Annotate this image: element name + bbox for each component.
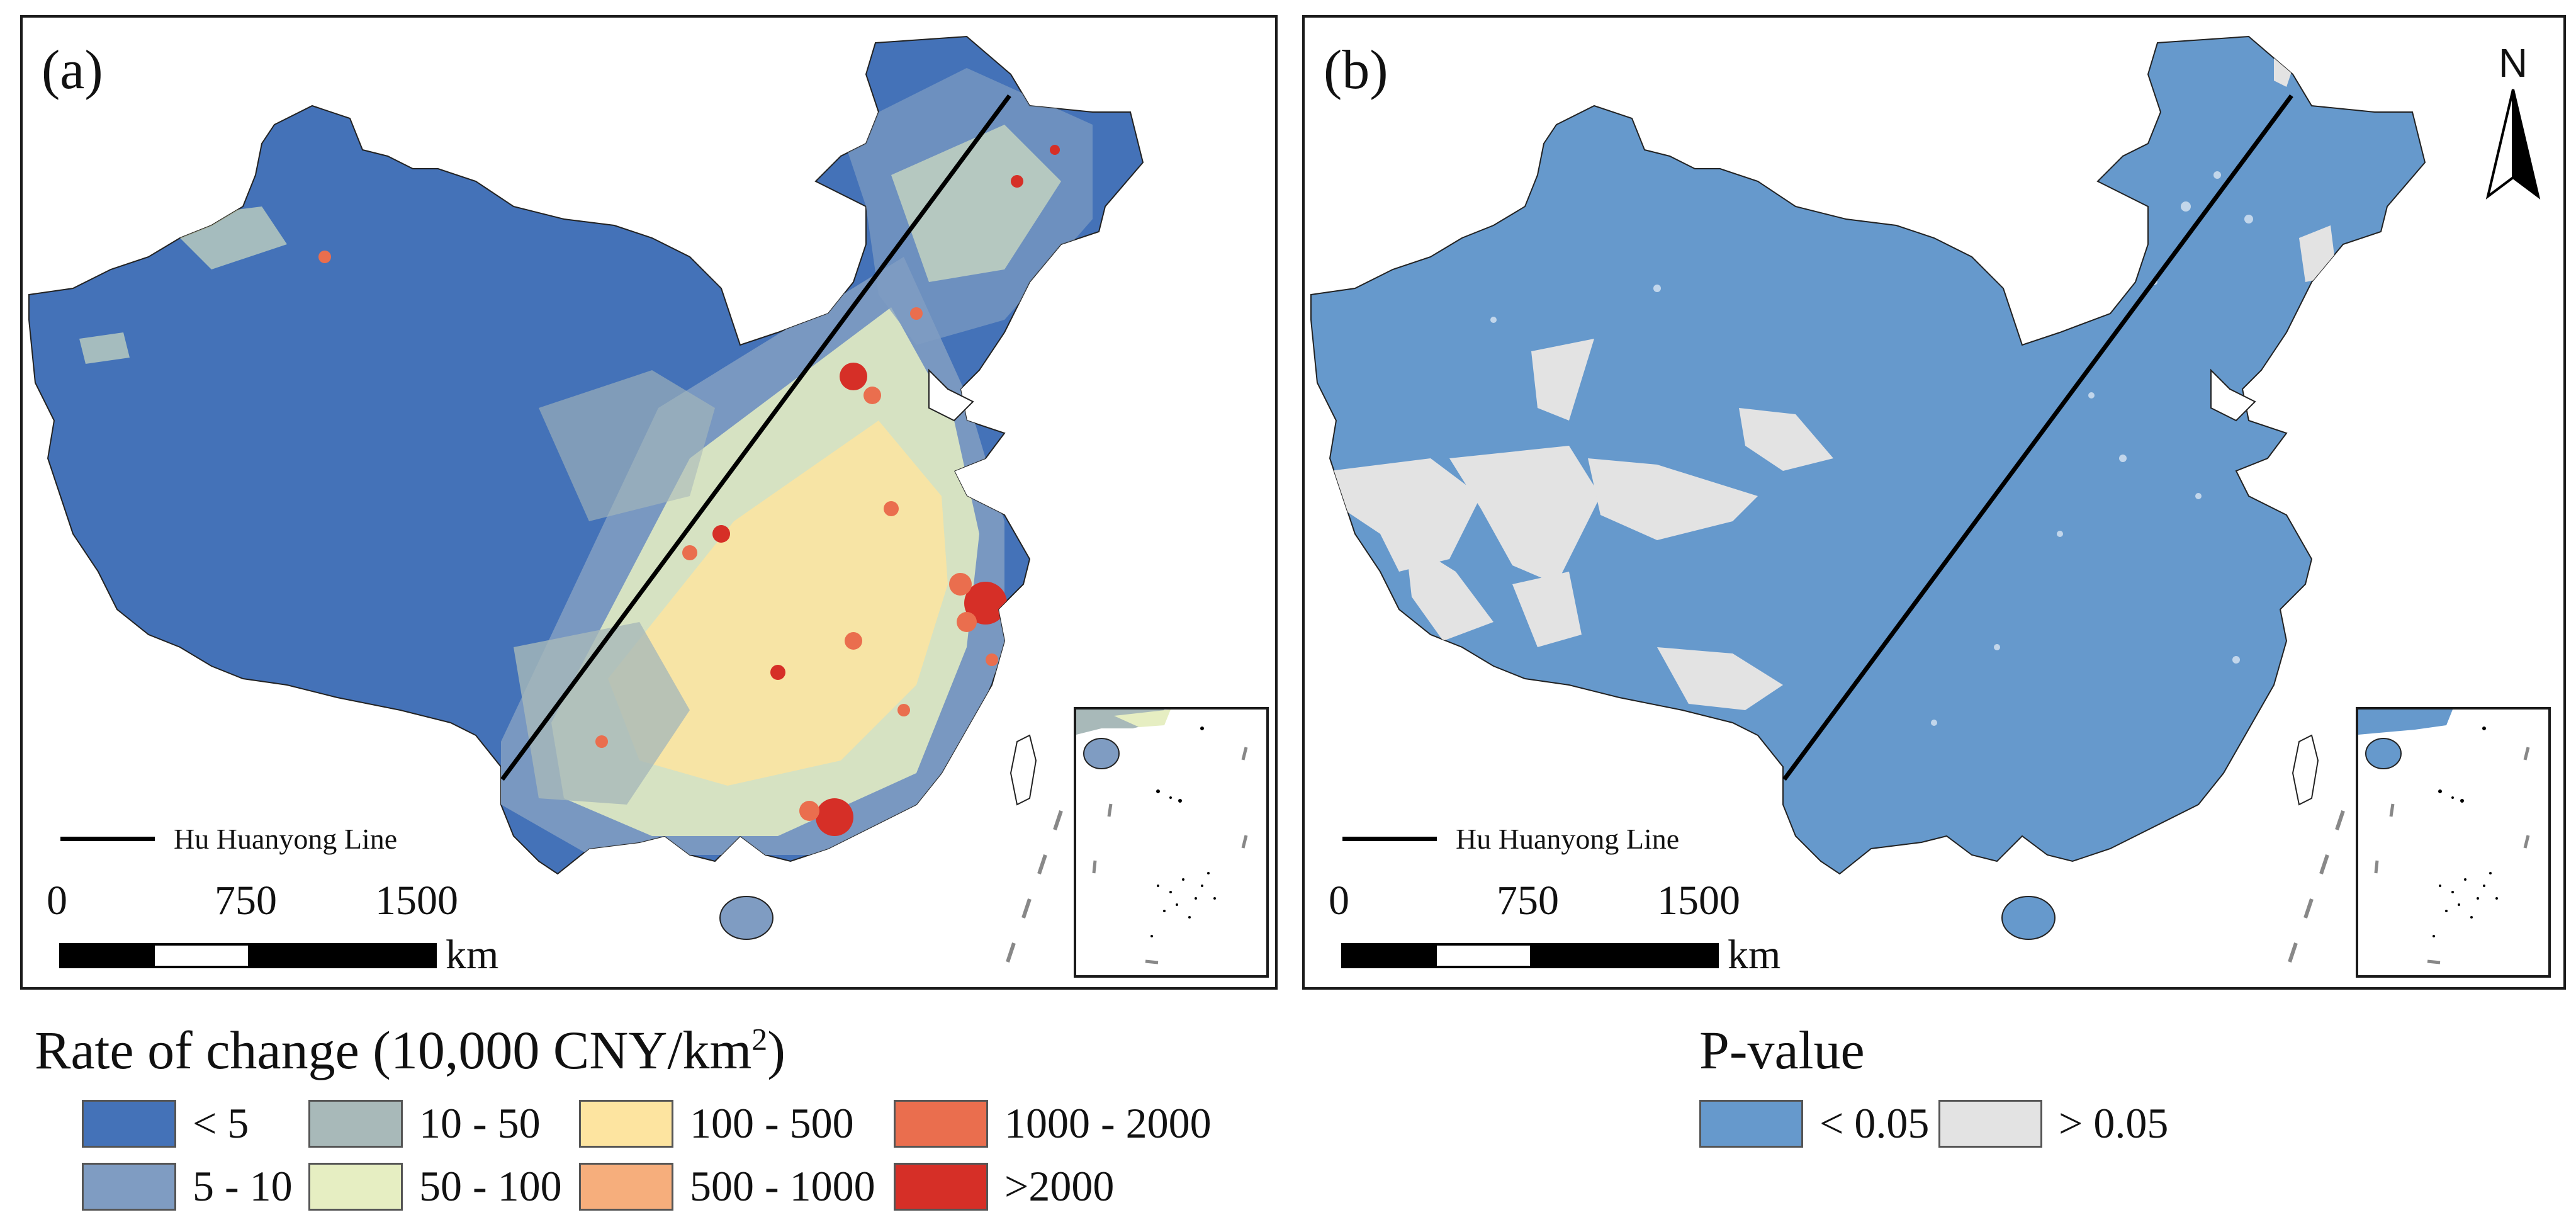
china-landmass bbox=[1310, 35, 2426, 875]
taiwan-island bbox=[2292, 734, 2319, 806]
legend-swatch bbox=[308, 1162, 403, 1211]
legend-a-item: < 5 bbox=[82, 1099, 249, 1148]
scale-bar-graphic bbox=[59, 943, 437, 968]
legend-item-label: 1000 - 2000 bbox=[1004, 1099, 1212, 1147]
map-panel-a: (a) Hu Huanyong Line 0 750 1500 km bbox=[20, 15, 1278, 990]
maritime-boundary bbox=[2288, 810, 2345, 963]
legend-item-label: 500 - 1000 bbox=[690, 1162, 875, 1210]
scale-tick-750: 750 bbox=[215, 878, 277, 924]
legend-swatch bbox=[894, 1162, 988, 1211]
legend-swatch bbox=[579, 1162, 673, 1211]
legend-item-label: < 5 bbox=[193, 1099, 249, 1147]
line-symbol bbox=[60, 837, 155, 841]
north-label: N bbox=[2498, 40, 2528, 86]
north-arrow-icon bbox=[2485, 89, 2541, 200]
scale-unit: km bbox=[446, 932, 499, 978]
hainan-island bbox=[719, 896, 773, 940]
hu-line-legend-label: Hu Huanyong Line bbox=[1456, 823, 1680, 855]
legend-b-item: > 0.05 bbox=[1938, 1099, 2168, 1148]
legend-a-item: 1000 - 2000 bbox=[894, 1099, 1212, 1148]
hainan-island bbox=[2001, 896, 2056, 940]
scale-tick-1500: 1500 bbox=[1657, 878, 1740, 924]
hu-line-legend-label: Hu Huanyong Line bbox=[174, 823, 398, 855]
rate-of-change-raster bbox=[79, 68, 1093, 855]
legend-b-title: P-value bbox=[1699, 1020, 1865, 1080]
legend-a-title-text: Rate of change (10,000 CNY/km bbox=[35, 1020, 752, 1080]
legend-swatch bbox=[82, 1099, 176, 1148]
line-symbol bbox=[1342, 837, 1437, 841]
legend-a-title-end: ) bbox=[767, 1020, 785, 1080]
legend-b-item: < 0.05 bbox=[1699, 1099, 1929, 1148]
panel-label: (a) bbox=[42, 40, 103, 101]
legend-a-item: 100 - 500 bbox=[579, 1099, 854, 1148]
scale-tick-0: 0 bbox=[1329, 878, 1349, 924]
hu-line-legend: Hu Huanyong Line bbox=[60, 822, 397, 856]
legend-a-item: 5 - 10 bbox=[82, 1162, 293, 1211]
legend-item-label: 100 - 500 bbox=[690, 1099, 854, 1147]
legend-a-title-sup: 2 bbox=[751, 1021, 768, 1057]
legend-item-label: 50 - 100 bbox=[419, 1162, 562, 1210]
legend-a-item: 10 - 50 bbox=[308, 1099, 541, 1148]
scale-unit: km bbox=[1728, 932, 1781, 978]
panel-label: (b) bbox=[1324, 40, 1388, 101]
map-panel-b: (b) N Hu Huanyong Line 0 750 1500 km bbox=[1302, 15, 2566, 990]
legend-swatch bbox=[308, 1099, 403, 1148]
south-china-sea-inset bbox=[2356, 707, 2551, 978]
legend-swatch bbox=[1938, 1099, 2042, 1148]
legend-a-item: 500 - 1000 bbox=[579, 1162, 875, 1211]
legend-swatch bbox=[82, 1162, 176, 1211]
maritime-boundary bbox=[1006, 810, 1063, 963]
legend-item-label: < 0.05 bbox=[1820, 1099, 1930, 1147]
legend-a-title: Rate of change (10,000 CNY/km2) bbox=[35, 1023, 785, 1077]
china-p-value-map bbox=[1310, 35, 2426, 963]
legend-a-item: >2000 bbox=[894, 1162, 1114, 1211]
north-arrow: N bbox=[2482, 43, 2545, 213]
hu-huanyong-line bbox=[500, 94, 1011, 781]
legend-a-item: 50 - 100 bbox=[308, 1162, 562, 1211]
south-china-sea-inset bbox=[1074, 707, 1269, 978]
scale-bar-graphic bbox=[1341, 943, 1719, 968]
legend-item-label: 5 - 10 bbox=[193, 1162, 293, 1210]
scale-tick-0: 0 bbox=[47, 878, 67, 924]
legend-swatch bbox=[894, 1099, 988, 1148]
p-value-raster bbox=[1330, 55, 2337, 710]
hu-line-legend: Hu Huanyong Line bbox=[1342, 822, 1679, 856]
scale-bar: 0 750 1500 km bbox=[1317, 877, 1780, 978]
legend-swatch bbox=[1699, 1099, 1803, 1148]
legend-item-label: 10 - 50 bbox=[419, 1099, 541, 1147]
scale-tick-1500: 1500 bbox=[375, 878, 458, 924]
taiwan-island bbox=[1010, 734, 1037, 806]
legend-swatch bbox=[579, 1099, 673, 1148]
legend-item-label: >2000 bbox=[1004, 1162, 1115, 1210]
scale-tick-750: 750 bbox=[1497, 878, 1559, 924]
legend-item-label: > 0.05 bbox=[2059, 1099, 2169, 1147]
hu-huanyong-line bbox=[1782, 94, 2293, 781]
scale-bar: 0 750 1500 km bbox=[35, 877, 498, 978]
china-rate-of-change-map bbox=[28, 35, 1144, 963]
